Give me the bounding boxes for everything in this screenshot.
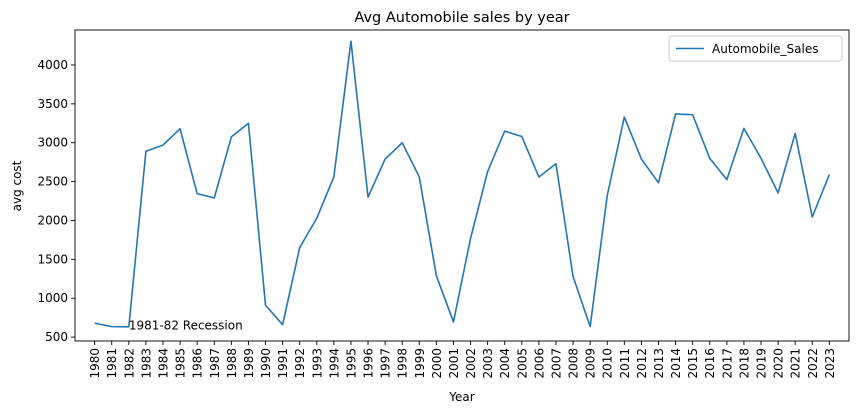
x-tick-label: 2022: [806, 348, 820, 379]
chart-title: Avg Automobile sales by year: [354, 10, 569, 26]
x-tick-label: 1990: [259, 348, 273, 379]
x-tick-label: 2017: [720, 348, 734, 379]
x-tick-label: 1984: [156, 348, 170, 379]
y-axis-label: avg cost: [10, 160, 24, 211]
x-tick-label: 2015: [686, 348, 700, 379]
x-tick-label: 2023: [823, 348, 837, 379]
x-tick-label: 2010: [601, 348, 615, 379]
x-tick-label: 2013: [652, 348, 666, 379]
x-tick-label: 2002: [464, 348, 478, 379]
x-tick-label: 1987: [208, 348, 222, 379]
y-tick-label: 4000: [37, 58, 68, 72]
legend-box: [668, 35, 843, 62]
x-tick-label: 1994: [327, 348, 341, 379]
y-tick-label: 1500: [37, 252, 68, 266]
x-tick-label: 1993: [310, 348, 324, 379]
x-tick-label: 2001: [447, 348, 461, 379]
x-tick-label: 1983: [139, 348, 153, 379]
x-tick-label: 2009: [584, 348, 598, 379]
x-tick-label: 1997: [379, 348, 393, 379]
x-tick-label: 1999: [413, 348, 427, 379]
x-tick-label: 2006: [532, 348, 546, 379]
x-tick-label: 1988: [225, 348, 239, 379]
y-tick-label: 2500: [37, 175, 68, 189]
x-tick-label: 1991: [276, 348, 290, 379]
x-tick-label: 2000: [430, 348, 444, 379]
x-tick-label: 2014: [669, 348, 683, 379]
x-tick-label: 2019: [755, 348, 769, 379]
x-tick-label: 1998: [396, 348, 410, 379]
legend: Automobile_Sales: [668, 35, 843, 62]
x-tick-label: 1985: [174, 348, 188, 379]
x-tick-label: 1996: [362, 348, 376, 379]
x-tick-label: 1995: [344, 348, 358, 379]
x-tick-label: 2007: [549, 348, 563, 379]
x-tick-label: 2003: [481, 348, 495, 379]
y-tick-label: 3000: [37, 136, 68, 150]
x-tick-label: 1981: [105, 348, 119, 379]
plot-frame: [74, 29, 850, 342]
x-tick-label: 1980: [88, 348, 102, 379]
x-tick-label: 1982: [122, 348, 136, 379]
x-tick-label: 2011: [618, 348, 632, 379]
x-tick-label: 2005: [515, 348, 529, 379]
x-tick-label: 2008: [567, 348, 581, 379]
series-line: [94, 40, 831, 328]
legend-label: Automobile_Sales: [712, 42, 819, 56]
x-tick-label: 2021: [789, 348, 803, 379]
x-tick-label: 2020: [772, 348, 786, 379]
x-tick-label: 1986: [191, 348, 205, 379]
x-tick-label: 2004: [498, 348, 512, 379]
x-tick-label: 2012: [635, 348, 649, 379]
annotation-label: 1981-82 Recession: [129, 318, 243, 332]
x-tick-label: 1989: [242, 348, 256, 379]
y-tick-label: 1000: [37, 291, 68, 305]
x-axis-label: Year: [448, 390, 474, 404]
y-tick-label: 3500: [37, 97, 68, 111]
y-tick-label: 500: [45, 330, 68, 344]
x-tick-label: 1992: [293, 348, 307, 379]
y-tick-label: 2000: [37, 213, 68, 227]
x-tick-label: 2016: [703, 348, 717, 379]
x-tick-label: 2018: [737, 348, 751, 379]
